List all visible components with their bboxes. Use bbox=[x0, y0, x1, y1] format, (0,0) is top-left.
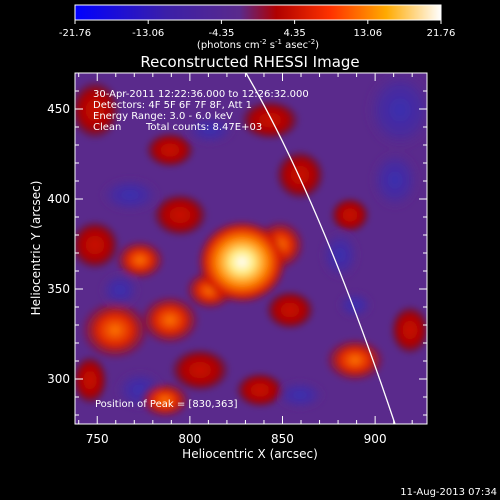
x-axis-label: Heliocentric X (arcsec) bbox=[182, 447, 318, 461]
x-tick-label: 900 bbox=[364, 432, 387, 446]
total-counts-text: Total counts: 8.47E+03 bbox=[145, 122, 262, 133]
plot-frame bbox=[74, 72, 428, 425]
time-range-text: 30-Apr-2011 12:22:36.000 to 12:26:32.000 bbox=[93, 89, 309, 100]
colorbar-tick-label: 13.06 bbox=[353, 28, 382, 39]
colorbar-tick-label: -13.06 bbox=[132, 28, 164, 39]
detectors-text: Detectors: 4F 5F 6F 7F 8F, Att 1 bbox=[93, 100, 252, 111]
y-tick-label: 300 bbox=[47, 372, 70, 386]
y-tick-label: 450 bbox=[47, 102, 70, 116]
y-tick-label: 400 bbox=[47, 192, 70, 206]
colorbar: -21.76 -13.06 -4.35 4.35 13.06 21.76 (photons… bbox=[59, 4, 455, 51]
clean-text: Clean bbox=[93, 122, 121, 133]
rhessi-image bbox=[75, 73, 427, 424]
plot-title: Reconstructed RHESSI Image bbox=[140, 53, 359, 71]
colorbar-tick-label: -4.35 bbox=[208, 28, 234, 39]
energy-range-text: Energy Range: 3.0 - 6.0 keV bbox=[93, 111, 233, 122]
info-overlay: 30-Apr-2011 12:22:36.000 to 12:26:32.000… bbox=[93, 89, 309, 410]
colorbar-units: (photons cm-2 s-1 asec-2) bbox=[197, 38, 319, 51]
solar-limb-line bbox=[245, 73, 396, 424]
y-tick-label: 350 bbox=[47, 282, 70, 296]
peak-position-text: Position of Peak = [830,363] bbox=[95, 399, 238, 410]
x-tick-label: 750 bbox=[86, 432, 109, 446]
x-tick-label: 850 bbox=[271, 432, 294, 446]
x-tick-label: 800 bbox=[178, 432, 201, 446]
colorbar-ticks: -21.76 -13.06 -4.35 4.35 13.06 21.76 bbox=[59, 20, 455, 39]
colorbar-strip bbox=[74, 4, 442, 21]
colorbar-tick-label: -21.76 bbox=[59, 28, 91, 39]
x-axis-ticks: 750 800 850 900 bbox=[78, 73, 413, 446]
colorbar-tick-label: 21.76 bbox=[427, 28, 456, 39]
y-axis-ticks: 300 350 400 450 bbox=[47, 72, 427, 416]
y-axis-label: Heliocentric Y (arcsec) bbox=[29, 181, 43, 316]
footer-date: 11-Aug-2013 07:34 bbox=[400, 487, 497, 498]
colorbar-tick-label: 4.35 bbox=[283, 28, 305, 39]
